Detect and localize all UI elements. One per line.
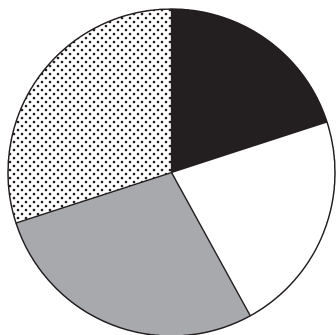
pie-outline xyxy=(7,8,336,335)
pie-slices xyxy=(7,8,336,335)
